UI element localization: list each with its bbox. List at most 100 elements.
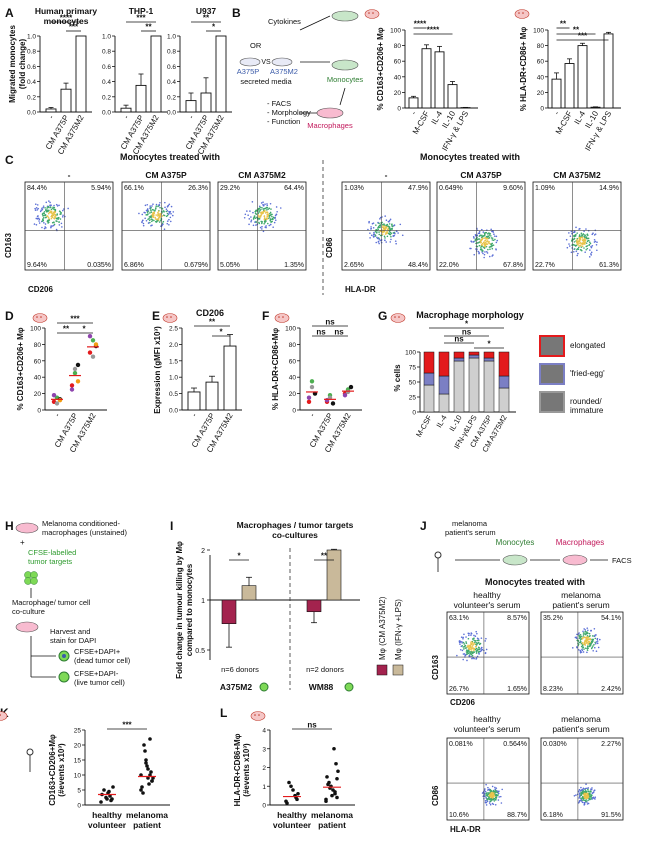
dot (494, 786, 496, 789)
bar-segment (498, 387, 510, 413)
y-tick-label: 60 (34, 358, 42, 365)
dot (37, 207, 40, 210)
y-tick-label: 40 (537, 74, 545, 81)
dot (570, 251, 573, 254)
flow-plot (436, 181, 526, 271)
dot (465, 636, 467, 638)
dish-icon (502, 554, 528, 566)
dot (158, 216, 160, 219)
plot-title: CM A375M2 (238, 170, 286, 180)
dot (589, 792, 591, 794)
dot (477, 646, 480, 649)
dot (485, 794, 487, 797)
dot (585, 242, 588, 244)
dot (141, 221, 143, 224)
dot (500, 802, 503, 804)
data-point (309, 379, 315, 384)
y-tick-label: 0.0 (169, 408, 178, 415)
dot (579, 790, 582, 792)
dot (568, 243, 570, 245)
dot (584, 640, 586, 643)
dot (169, 220, 172, 223)
dot (595, 244, 598, 246)
dot (47, 219, 49, 222)
dot (577, 252, 579, 255)
dot (258, 221, 260, 224)
dot (495, 796, 498, 799)
sig-label: ** (63, 325, 70, 334)
sig-label: ** (560, 20, 567, 29)
dot (576, 254, 579, 257)
dot (590, 251, 593, 254)
dot (462, 658, 464, 661)
data-point (335, 795, 339, 800)
dot (566, 246, 569, 249)
mouse-icon (0, 711, 8, 721)
bar (120, 107, 132, 113)
dot (149, 216, 152, 219)
y-tick-label: 0.2 (102, 94, 111, 101)
quadrant-label: 9.60% (503, 185, 523, 192)
dot (470, 632, 473, 635)
dot (262, 201, 264, 203)
dot (594, 642, 597, 645)
dot (588, 241, 591, 243)
data-point (87, 334, 93, 339)
axis-label: CD206 (450, 698, 475, 707)
dot (575, 637, 578, 640)
y-tick-label: 10 (74, 773, 82, 780)
dot (489, 248, 491, 251)
y-tick-label: 5 (77, 788, 81, 795)
dot (378, 242, 380, 245)
y-tick-label: 100 (390, 28, 401, 35)
panel-letter: I (170, 519, 173, 533)
dot (157, 210, 160, 213)
dot (389, 231, 392, 234)
cell-icon (344, 682, 354, 692)
dot (50, 226, 52, 229)
schema-text: stain for DAPI (50, 636, 96, 645)
dot (470, 641, 473, 643)
dot (579, 651, 582, 654)
plot-title: volunteer's serum (454, 600, 521, 610)
quadrant-label: 66.1% (124, 185, 144, 192)
y-tick-label: 0.8 (102, 49, 111, 56)
dot (478, 244, 481, 247)
schema-text: melanoma (452, 519, 488, 528)
dot (36, 209, 39, 211)
dot (268, 216, 271, 218)
data-point (54, 401, 60, 406)
dot (586, 247, 589, 250)
dot (488, 802, 491, 804)
dot (471, 657, 473, 660)
sig-label: ** (209, 318, 216, 327)
dot (578, 236, 581, 239)
bar-segment (423, 351, 435, 374)
dot (488, 796, 490, 799)
x-tick-label: volunteer (88, 820, 127, 830)
dot (587, 790, 590, 793)
dot (487, 793, 489, 796)
y-tick-label: 2 (201, 548, 205, 555)
dot (462, 646, 465, 648)
quadrant-label: 1.09% (535, 185, 555, 192)
dot (576, 646, 578, 648)
dot (372, 227, 375, 229)
dot (483, 256, 485, 259)
dot (476, 649, 478, 652)
y-axis-label: CD163+CD206+Mφ (48, 734, 57, 806)
dot (482, 235, 485, 237)
dot (51, 216, 54, 219)
y-tick-label: 1 (201, 598, 205, 605)
cell-icon (58, 671, 70, 683)
dot (491, 785, 494, 788)
dot (589, 796, 592, 798)
x-tick-label: healthy (92, 810, 122, 820)
dot (484, 800, 487, 802)
dot (458, 640, 461, 642)
data-point (90, 338, 96, 343)
axis-label: CD86 (325, 237, 334, 258)
dot (266, 211, 268, 213)
dot (258, 211, 260, 213)
dot (583, 641, 586, 644)
